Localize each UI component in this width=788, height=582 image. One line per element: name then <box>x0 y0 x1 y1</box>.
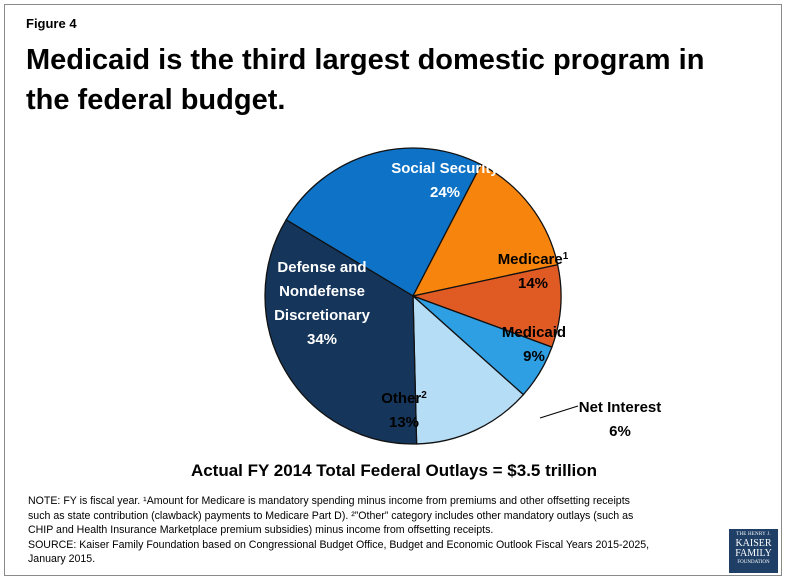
pie-slice-defense-and-nondefense-discretionary <box>264 218 418 445</box>
note-line: NOTE: FY is fiscal year. ¹Amount for Med… <box>28 495 630 507</box>
logo-text: THE HENRY J. <box>736 532 771 537</box>
slice-label: Discretionary <box>274 307 371 324</box>
slice-label: Net Interest <box>579 399 662 416</box>
superscript: 1 <box>563 251 569 262</box>
slice-label-group: Other2 13% <box>381 390 427 432</box>
notes-block: NOTE: FY is fiscal year. ¹Amount for Med… <box>28 494 728 567</box>
slice-value-label: 6% <box>609 423 631 440</box>
slice-label: Other2 <box>381 390 427 408</box>
pie-slice-other <box>412 294 525 445</box>
note-line: such as state contribution (clawback) pa… <box>28 509 634 522</box>
slice-label: Nondefense <box>279 283 365 300</box>
chart-subtitle: Actual FY 2014 Total Federal Outlays = $… <box>190 461 598 480</box>
pie-slice-medicaid <box>410 263 562 348</box>
note-line: CHIP and Health Insurance Marketplace pr… <box>28 524 494 536</box>
figure-label: Figure 4 <box>26 16 77 31</box>
kff-logo: THE HENRY J. KAISER FAMILY FOUNDATION <box>729 529 778 573</box>
source-line: SOURCE: Kaiser Family Foundation based o… <box>28 538 650 551</box>
slice-value-label: 9% <box>523 348 545 365</box>
slice-label: Medicare1 <box>498 251 569 269</box>
slice-label: Medicaid <box>502 324 566 341</box>
superscript: 2 <box>421 390 427 401</box>
logo-text: FAMILY <box>735 548 772 559</box>
chart-title: Medicaid is the third largest domestic p… <box>26 44 705 116</box>
slice-label-group: Medicaid 9% <box>502 324 566 365</box>
slice-value-label: 34% <box>307 331 337 348</box>
slice-value-label: 13% <box>389 414 419 431</box>
slice-label-group: Net Interest 6% <box>579 399 662 440</box>
slice-value-label: 24% <box>430 184 460 201</box>
figure-frame <box>4 4 782 576</box>
pie-slice-social-security <box>285 147 482 297</box>
logo-text: FOUNDATION <box>737 560 770 565</box>
pie-slice-medicare <box>411 163 559 297</box>
logo-text: KAISER <box>735 538 772 549</box>
leader-line <box>539 405 579 419</box>
slice-label-group: Medicare1 14% <box>498 251 569 293</box>
slice-label: Social Security <box>391 160 499 177</box>
slice-label: Defense and <box>277 259 366 276</box>
slice-label-group: Social Security 24% <box>391 160 499 201</box>
slice-value-label: 14% <box>518 275 548 292</box>
source-line: January 2015. <box>28 553 96 565</box>
slice-label-group: Defense and Nondefense Discretionary 34% <box>274 259 371 348</box>
